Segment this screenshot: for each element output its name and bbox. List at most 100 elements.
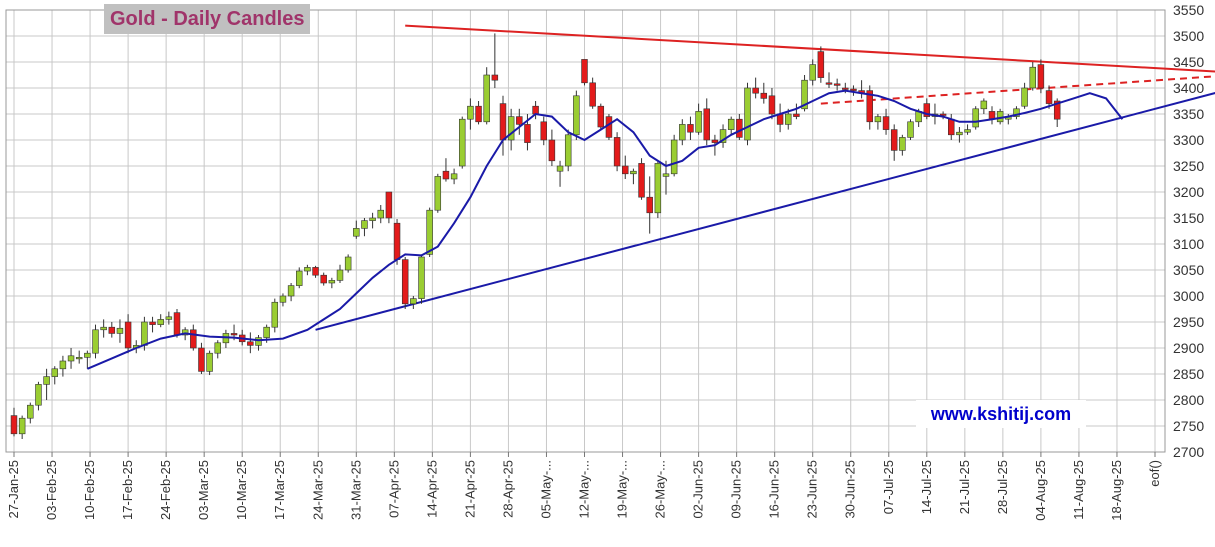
y-tick-label: 2950 <box>1173 314 1204 330</box>
candle-body <box>369 217 376 221</box>
candle <box>483 67 490 125</box>
candle <box>719 124 727 148</box>
candle-body <box>59 360 67 370</box>
candle-body <box>638 163 645 198</box>
candle <box>622 155 629 179</box>
candle-body <box>263 326 270 338</box>
candle-body <box>687 124 694 133</box>
candle-body <box>956 131 963 136</box>
candle <box>956 127 963 143</box>
candle <box>377 205 384 224</box>
y-tick-label: 3300 <box>1173 132 1204 148</box>
trendlines <box>315 24 1215 331</box>
candle <box>361 218 368 237</box>
candle <box>157 314 164 328</box>
x-tick-label: 30-Jun-25 <box>843 460 858 519</box>
x-tick-label: 19-May-... <box>615 460 630 519</box>
candle <box>874 114 882 130</box>
x-tick-label: 31-Mar-25 <box>348 460 363 520</box>
candle-body <box>410 298 417 305</box>
candle-body <box>214 342 221 354</box>
x-tick-label: 12-May-... <box>577 460 592 519</box>
y-tick-label: 3200 <box>1173 184 1204 200</box>
resistance-projection-trendline <box>820 75 1215 105</box>
candle <box>744 82 751 146</box>
candle <box>923 98 931 120</box>
x-tick-label: 02-Jun-25 <box>691 460 706 519</box>
y-tick-label: 3000 <box>1173 288 1204 304</box>
candle-body <box>744 87 751 141</box>
candle-body <box>499 103 507 141</box>
x-tick-label: 04-Aug-25 <box>1033 460 1048 521</box>
candle <box>793 103 800 120</box>
candle-body <box>190 329 197 349</box>
candle-body <box>312 267 319 276</box>
candle-body <box>646 196 653 214</box>
chart-title: Gold - Daily Candles <box>104 4 311 34</box>
candle-body <box>67 355 75 362</box>
candle-body <box>271 301 279 328</box>
x-tick-label: 03-Mar-25 <box>196 460 211 520</box>
y-tick-label: 2900 <box>1173 340 1204 356</box>
candle-body <box>890 129 898 151</box>
candle-body <box>1037 64 1045 89</box>
x-tick-label: 28-Jul-25 <box>995 460 1010 514</box>
candle-body <box>116 327 124 334</box>
resistance-trendline <box>405 24 1215 73</box>
candle <box>687 116 694 140</box>
candle <box>108 322 116 338</box>
candle-body <box>353 228 360 237</box>
candle <box>173 309 181 338</box>
candle-body <box>899 137 906 151</box>
candle <box>980 98 988 114</box>
candle <box>866 85 873 130</box>
y-tick-label: 3500 <box>1173 28 1204 44</box>
candle <box>630 168 637 185</box>
watermark-url[interactable]: www.kshitij.com <box>916 400 1086 428</box>
candle-body <box>630 170 637 175</box>
candle-body <box>10 415 18 435</box>
candle <box>475 101 482 125</box>
x-tick-label: eof() <box>1147 460 1162 487</box>
x-tick-label: 24-Mar-25 <box>310 460 325 520</box>
candle-body <box>785 113 792 125</box>
candle-body <box>842 87 849 90</box>
candle <box>882 108 890 135</box>
candle-body <box>1013 108 1020 117</box>
candle <box>43 368 50 400</box>
candle <box>279 293 287 307</box>
candle-body <box>43 376 50 385</box>
x-tick-label: 14-Apr-25 <box>424 460 439 518</box>
candle-body <box>874 116 882 123</box>
candle-body <box>18 417 26 435</box>
candle-body <box>279 295 287 303</box>
candle-body <box>426 209 433 255</box>
candle-body <box>711 139 719 143</box>
candle <box>198 342 205 374</box>
x-tick-label: 28-Apr-25 <box>500 460 515 518</box>
candle <box>426 207 433 257</box>
candle-body <box>736 118 743 138</box>
candle-body <box>336 269 344 281</box>
x-tick-label: 10-Mar-25 <box>234 460 249 520</box>
candle-body <box>964 129 971 133</box>
candle-body <box>328 280 336 284</box>
candle-body <box>450 173 458 180</box>
candle <box>727 116 735 135</box>
candle <box>556 160 564 187</box>
candle <box>116 319 124 343</box>
candle-body <box>581 59 588 84</box>
candle <box>320 272 327 286</box>
candle <box>92 324 99 359</box>
candle <box>84 350 91 369</box>
candle <box>165 311 173 325</box>
candle <box>312 265 319 278</box>
candle-body <box>149 321 156 325</box>
candle <box>573 90 580 140</box>
candle <box>597 103 605 130</box>
x-tick-label: 26-May-... <box>653 460 668 519</box>
candle-body <box>459 118 466 167</box>
candle <box>1029 62 1036 91</box>
support-trendline <box>315 92 1215 331</box>
candle-body <box>361 220 368 229</box>
